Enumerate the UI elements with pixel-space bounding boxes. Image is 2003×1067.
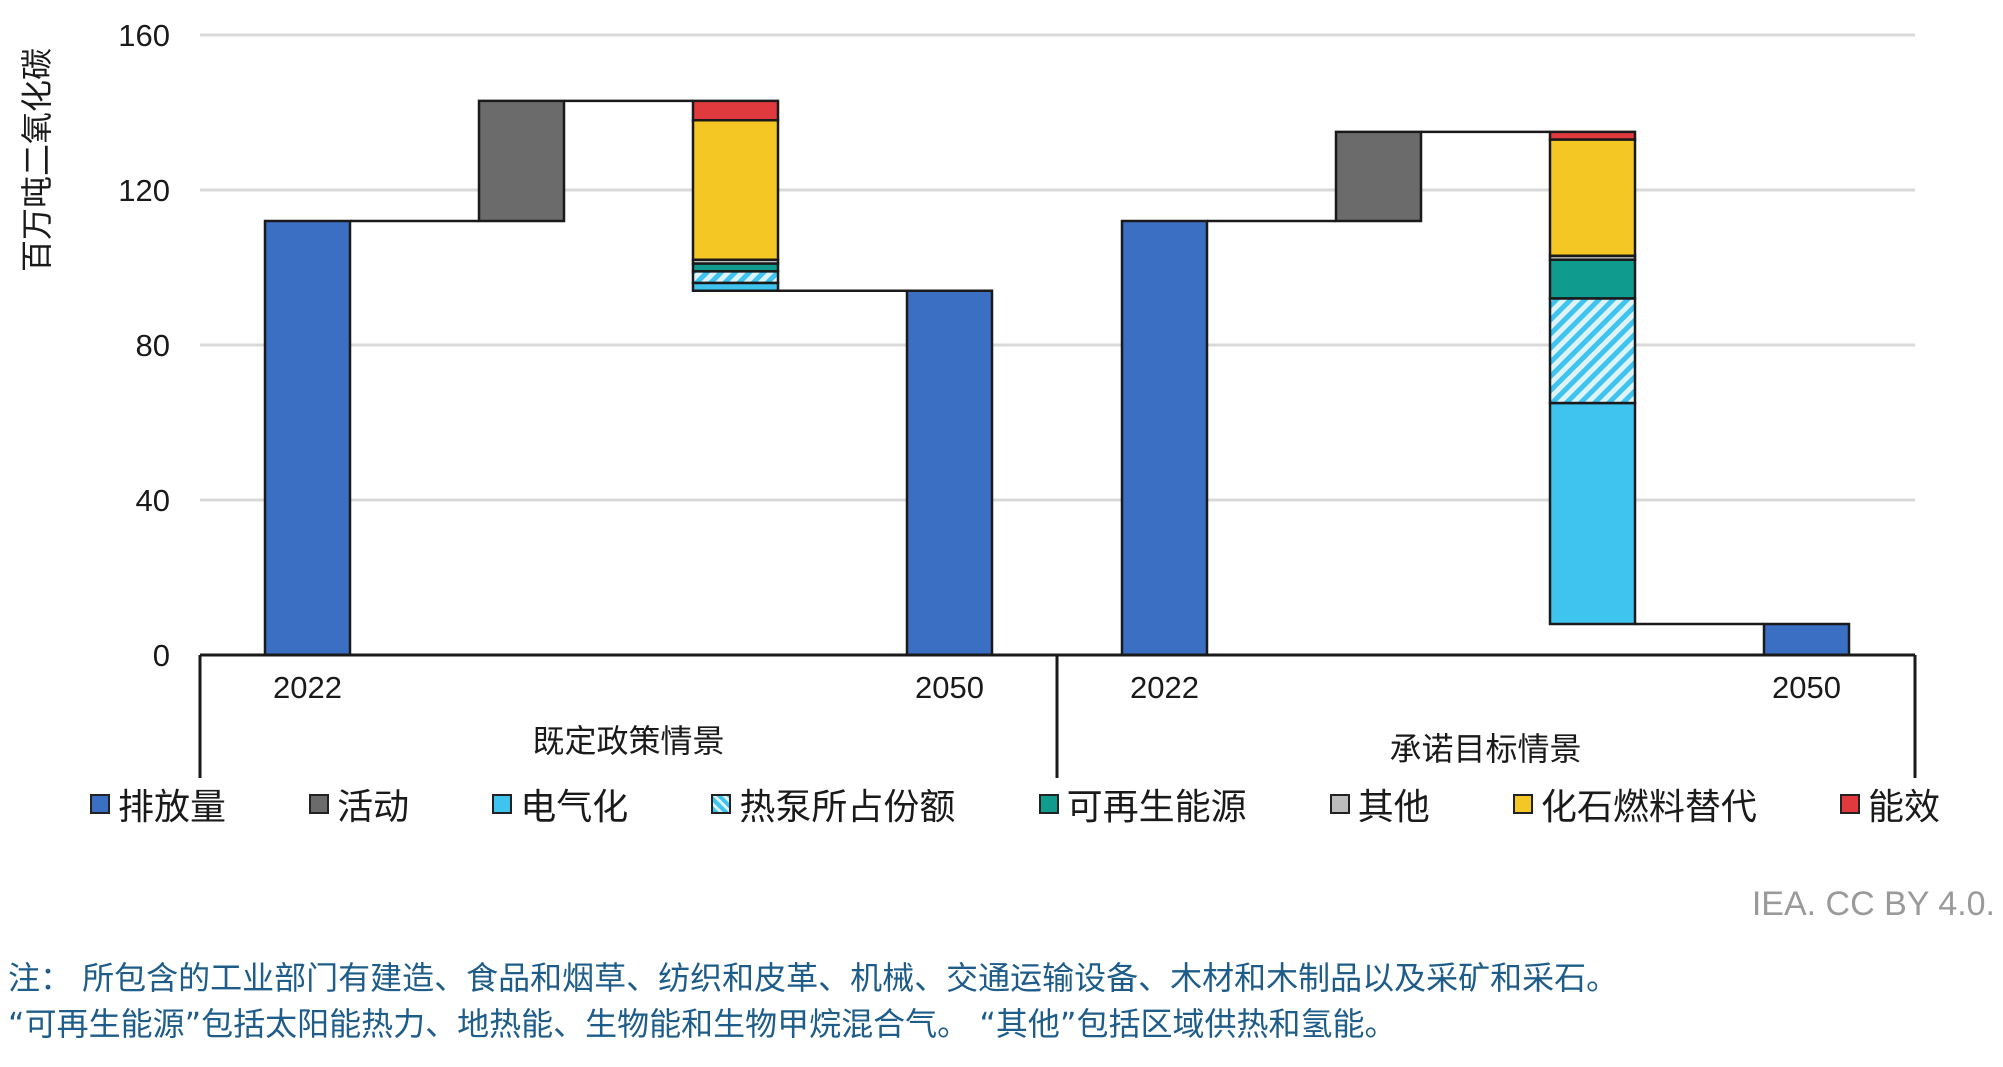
note-line: “可再生能源”包括太阳能热力、地热能、生物能和生物甲烷混合气。 “其他”包括区域… [8, 1005, 1397, 1043]
bar-segment [1334, 130, 1423, 223]
bar-segment [1548, 258, 1637, 300]
x-tick-label: 2050 [915, 670, 984, 705]
bar-total [1762, 622, 1851, 657]
y-tick-label: 80 [136, 328, 170, 363]
legend-item-efficiency: 能效 [1839, 778, 1940, 830]
legend-swatch [309, 794, 330, 814]
legend-item-fuel-switch: 化石燃料替代 [1512, 778, 1757, 830]
legend-label: 热泵所占份额 [739, 787, 956, 828]
y-axis-label: 百万吨二氧化碳 [18, 48, 56, 272]
bar-segment [477, 99, 566, 223]
bar-total [1120, 219, 1209, 657]
x-tick-label: 2022 [1130, 670, 1199, 705]
legend-swatch [492, 794, 513, 814]
legend-item-emissions: 排放量 [90, 778, 226, 830]
bar-segment [691, 270, 780, 285]
legend-swatch [711, 794, 732, 814]
legend-swatch [1038, 794, 1059, 814]
bar-total [263, 219, 352, 657]
legend-swatch [1329, 794, 1350, 814]
legend-label: 化石燃料替代 [1540, 787, 1757, 828]
legend-swatch [90, 794, 110, 814]
legend-label: 可再生能源 [1066, 787, 1247, 828]
group-label: 承诺目标情景 [1389, 730, 1581, 768]
y-tick-label: 0 [153, 638, 170, 673]
legend-label: 电气化 [520, 787, 629, 828]
y-tick-label: 40 [136, 483, 170, 518]
chart-legend: 排放量 活动 电气化 热泵所占份额 可再生能源 其他 化石燃料替代 能效 [90, 782, 1940, 828]
bar-segment [1548, 138, 1637, 258]
legend-item-activity: 活动 [309, 778, 409, 830]
y-tick-label: 120 [118, 173, 170, 208]
group-label: 既定政策情景 [532, 722, 724, 760]
legend-label: 排放量 [118, 787, 227, 828]
chart-notes: 注： 所包含的工业部门有建造、食品和烟草、纺织和皮革、机械、交通运输设备、木材和… [8, 955, 1618, 1047]
legend-swatch [1512, 794, 1533, 814]
legend-label: 能效 [1867, 787, 1940, 828]
legend-item-heat-pumps: 热泵所占份额 [711, 778, 955, 830]
legend-item-renewables: 可再生能源 [1038, 778, 1247, 830]
bar-segment [691, 99, 780, 122]
bar-total [905, 289, 994, 657]
legend-item-electrification: 电气化 [492, 778, 628, 830]
bar-segment [1548, 297, 1637, 405]
bar-segment [691, 119, 780, 261]
x-tick-label: 2050 [1772, 670, 1841, 705]
legend-label: 其他 [1357, 787, 1430, 828]
note-line: 注： 所包含的工业部门有建造、食品和烟草、纺织和皮革、机械、交通运输设备、木材和… [8, 959, 1619, 997]
legend-swatch [1839, 794, 1860, 814]
bar-segment [691, 281, 780, 292]
legend-item-other: 其他 [1329, 778, 1430, 830]
bar-segment [1548, 401, 1637, 626]
legend-label: 活动 [337, 787, 410, 828]
y-tick-label: 160 [118, 18, 170, 53]
x-tick-label: 2022 [273, 670, 342, 705]
source-credit: IEA. CC BY 4.0. [1751, 885, 1995, 923]
waterfall-chart: 0 40 80 120 160 2022 2050 既定政策情景 2022 2050 承诺目标情景… [18, 18, 1917, 778]
